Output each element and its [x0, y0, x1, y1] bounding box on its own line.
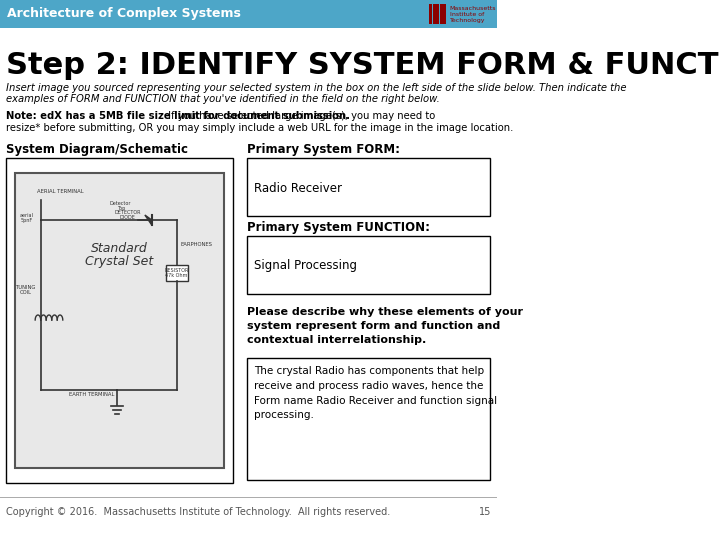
- Polygon shape: [145, 215, 152, 225]
- FancyBboxPatch shape: [6, 158, 233, 483]
- Text: aerial
5pnF: aerial 5pnF: [19, 213, 33, 224]
- Text: Top: Top: [117, 206, 125, 211]
- FancyBboxPatch shape: [433, 4, 436, 24]
- Text: EARPHONES: EARPHONES: [181, 242, 212, 247]
- FancyBboxPatch shape: [0, 0, 497, 28]
- Text: Primary System FORM:: Primary System FORM:: [247, 144, 400, 157]
- Text: Massachusetts: Massachusetts: [450, 6, 496, 11]
- Text: Note: edX has a 5MB file size limit for document submission.: Note: edX has a 5MB file size limit for …: [6, 111, 349, 121]
- Text: Crystal Set: Crystal Set: [85, 254, 153, 267]
- Text: TUNING
COIL: TUNING COIL: [16, 285, 37, 295]
- Text: Detector: Detector: [110, 201, 132, 206]
- Text: 15: 15: [479, 507, 491, 517]
- Text: Technology: Technology: [450, 18, 485, 23]
- FancyBboxPatch shape: [429, 4, 432, 24]
- FancyBboxPatch shape: [15, 173, 224, 468]
- Text: Insert image you sourced representing your selected system in the box on the lef: Insert image you sourced representing yo…: [6, 83, 626, 93]
- Text: resize* before submitting, OR you may simply include a web URL for the image in : resize* before submitting, OR you may si…: [6, 123, 513, 133]
- Text: Architecture of Complex Systems: Architecture of Complex Systems: [7, 8, 240, 21]
- Text: Step 2: IDENTIFY SYSTEM FORM & FUNCTION: Step 2: IDENTIFY SYSTEM FORM & FUNCTION: [6, 51, 720, 79]
- FancyBboxPatch shape: [247, 358, 490, 480]
- Text: Institute of: Institute of: [450, 12, 484, 17]
- Text: DETECTOR
DIODE: DETECTOR DIODE: [114, 210, 141, 220]
- Text: AERIAL TERMINAL: AERIAL TERMINAL: [37, 189, 84, 194]
- FancyBboxPatch shape: [440, 4, 443, 24]
- Text: Signal Processing: Signal Processing: [254, 260, 357, 273]
- Text: System Diagram/Schematic: System Diagram/Schematic: [6, 144, 187, 157]
- Text: The crystal Radio has components that help
receive and process radio waves, henc: The crystal Radio has components that he…: [254, 366, 497, 421]
- Text: Copyright © 2016.  Massachusetts Institute of Technology.  All rights reserved.: Copyright © 2016. Massachusetts Institut…: [6, 507, 390, 517]
- Text: Radio Receiver: Radio Receiver: [254, 181, 342, 194]
- FancyBboxPatch shape: [443, 4, 446, 24]
- Text: Standard: Standard: [91, 241, 148, 254]
- FancyBboxPatch shape: [436, 4, 438, 24]
- Text: Primary System FUNCTION:: Primary System FUNCTION:: [247, 221, 430, 234]
- FancyBboxPatch shape: [247, 236, 490, 294]
- Text: RESISTOR
47k Ohm: RESISTOR 47k Ohm: [164, 268, 189, 279]
- Text: Please describe why these elements of your
system represent form and function an: Please describe why these elements of yo…: [247, 307, 523, 345]
- FancyBboxPatch shape: [247, 158, 490, 216]
- Text: EARTH TERMINAL: EARTH TERMINAL: [69, 392, 114, 397]
- Text: If you have selected large image(s), you may need to: If you have selected large image(s), you…: [165, 111, 435, 121]
- FancyBboxPatch shape: [166, 265, 188, 281]
- Text: examples of FORM and FUNCTION that you've identified in the field on the right b: examples of FORM and FUNCTION that you'v…: [6, 94, 439, 104]
